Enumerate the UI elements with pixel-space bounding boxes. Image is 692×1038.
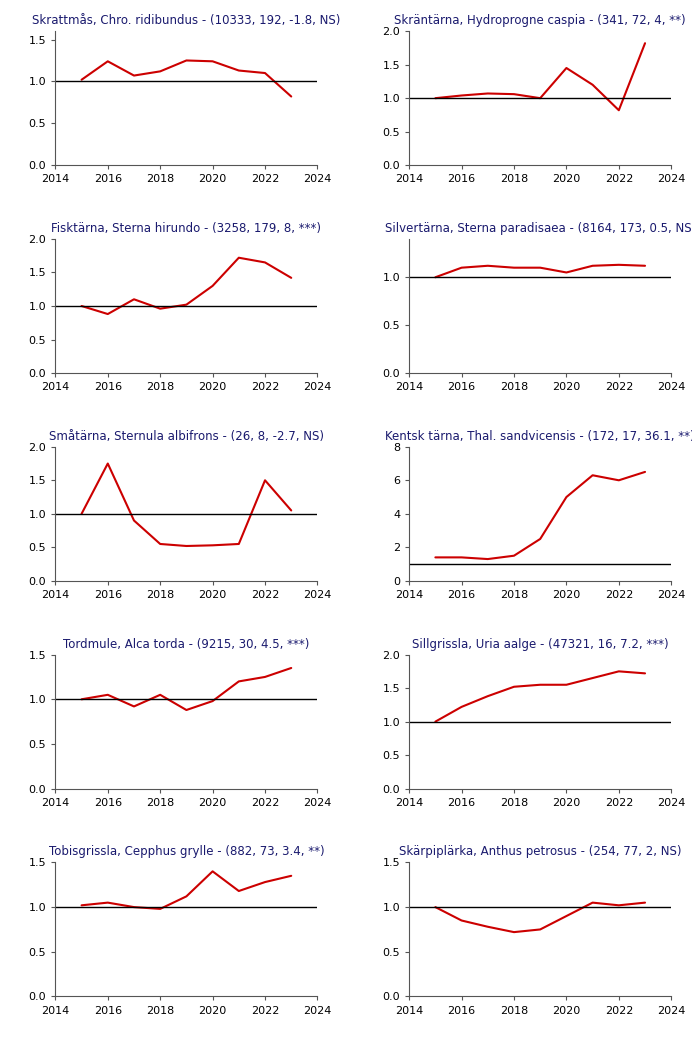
Title: Tordmule, Alca torda - (9215, 30, 4.5, ***): Tordmule, Alca torda - (9215, 30, 4.5, *… bbox=[63, 637, 309, 651]
Title: Skärpiplärka, Anthus petrosus - (254, 77, 2, NS): Skärpiplärka, Anthus petrosus - (254, 77… bbox=[399, 846, 682, 858]
Title: Fisktärna, Sterna hirundo - (3258, 179, 8, ***): Fisktärna, Sterna hirundo - (3258, 179, … bbox=[51, 222, 321, 235]
Title: Silvertärna, Sterna paradisaea - (8164, 173, 0.5, NS): Silvertärna, Sterna paradisaea - (8164, … bbox=[385, 222, 692, 235]
Title: Småtärna, Sternula albifrons - (26, 8, -2.7, NS): Småtärna, Sternula albifrons - (26, 8, -… bbox=[49, 430, 324, 443]
Title: Sillgrissla, Uria aalge - (47321, 16, 7.2, ***): Sillgrissla, Uria aalge - (47321, 16, 7.… bbox=[412, 637, 668, 651]
Title: Tobisgrissla, Cepphus grylle - (882, 73, 3.4, **): Tobisgrissla, Cepphus grylle - (882, 73,… bbox=[48, 846, 325, 858]
Title: Skräntärna, Hydroprogne caspia - (341, 72, 4, **): Skräntärna, Hydroprogne caspia - (341, 7… bbox=[394, 15, 686, 27]
Title: Skrattmås, Chro. ridibundus - (10333, 192, -1.8, NS): Skrattmås, Chro. ridibundus - (10333, 19… bbox=[33, 15, 340, 27]
Title: Kentsk tärna, Thal. sandvicensis - (172, 17, 36.1, **): Kentsk tärna, Thal. sandvicensis - (172,… bbox=[385, 430, 692, 443]
